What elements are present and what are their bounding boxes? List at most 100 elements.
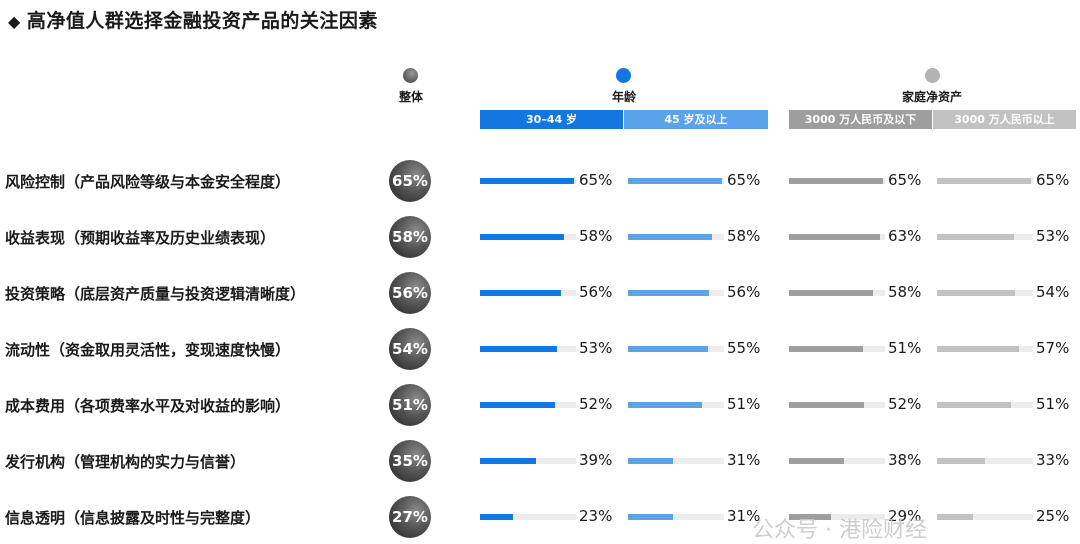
data-label: 25% xyxy=(1036,507,1070,525)
bar xyxy=(480,514,513,520)
category-label: 投资策略（底层资产质量与投资逻辑清晰度） xyxy=(5,285,306,303)
overall-value-circle: 51% xyxy=(389,384,431,426)
bar-track xyxy=(480,346,576,352)
bar-track xyxy=(937,234,1033,240)
bar-track xyxy=(628,234,724,240)
bar xyxy=(789,514,831,520)
bar-track xyxy=(937,514,1033,520)
category-label: 信息透明（信息披露及时性与完整度） xyxy=(5,509,261,527)
bar-track xyxy=(789,458,885,464)
bar xyxy=(628,458,673,464)
overall-value-circle: 65% xyxy=(389,160,431,202)
bar-track xyxy=(937,402,1033,408)
bar xyxy=(628,402,702,408)
data-label: 56% xyxy=(579,283,613,301)
diamond-icon: ◆ xyxy=(8,12,21,31)
band-wealth-low: 3000 万人民币及以下 xyxy=(789,110,932,129)
data-label: 65% xyxy=(1036,171,1070,189)
data-label: 31% xyxy=(727,507,761,525)
bar xyxy=(480,234,564,240)
data-label: 51% xyxy=(1036,395,1070,413)
bar-track xyxy=(628,346,724,352)
data-label: 31% xyxy=(727,451,761,469)
overall-value-circle: 27% xyxy=(389,496,431,538)
bar-track xyxy=(789,402,885,408)
bar xyxy=(937,458,985,464)
category-label: 风险控制（产品风险等级与本金安全程度） xyxy=(5,173,291,191)
bar xyxy=(480,346,557,352)
bar-track xyxy=(628,178,724,184)
wealth-dot-icon xyxy=(925,68,940,83)
overall-value-circle: 58% xyxy=(389,216,431,258)
data-label: 65% xyxy=(888,171,922,189)
page-title: ◆ 高净值人群选择金融投资产品的关注因素 xyxy=(8,6,378,33)
data-label: 29% xyxy=(888,507,922,525)
age-dot-icon xyxy=(616,68,631,83)
data-label: 53% xyxy=(1036,227,1070,245)
bar xyxy=(789,346,863,352)
data-label: 65% xyxy=(727,171,761,189)
bar xyxy=(789,458,844,464)
bar xyxy=(937,234,1014,240)
bar xyxy=(937,514,973,520)
data-label: 65% xyxy=(579,171,613,189)
category-label: 发行机构（管理机构的实力与信誉） xyxy=(5,453,246,471)
bar-track xyxy=(480,458,576,464)
bar-track xyxy=(789,514,885,520)
bar-track xyxy=(937,290,1033,296)
band-age-45-plus: 45 岁及以上 xyxy=(624,110,768,129)
data-label: 55% xyxy=(727,339,761,357)
bar-track xyxy=(480,234,576,240)
bar xyxy=(628,290,709,296)
bar xyxy=(937,290,1015,296)
bar-track xyxy=(480,514,576,520)
data-label: 38% xyxy=(888,451,922,469)
bar xyxy=(628,514,673,520)
data-label: 51% xyxy=(888,339,922,357)
bar-track xyxy=(789,234,885,240)
data-label: 52% xyxy=(579,395,613,413)
bar-track xyxy=(937,458,1033,464)
data-label: 33% xyxy=(1036,451,1070,469)
category-label: 成本费用（各项费率水平及对收益的影响） xyxy=(5,397,291,415)
data-label: 52% xyxy=(888,395,922,413)
watermark: 公众号 · 港险财经 xyxy=(752,518,927,543)
overall-dot-icon xyxy=(403,68,418,83)
bar-track xyxy=(628,514,724,520)
data-label: 53% xyxy=(579,339,613,357)
bar xyxy=(628,234,712,240)
bar-track xyxy=(937,178,1033,184)
category-label: 收益表现（预期收益率及历史业绩表现） xyxy=(5,229,276,247)
data-label: 51% xyxy=(727,395,761,413)
overall-value-circle: 56% xyxy=(389,272,431,314)
bar xyxy=(628,178,722,184)
bar xyxy=(628,346,708,352)
bar-track xyxy=(628,402,724,408)
data-label: 63% xyxy=(888,227,922,245)
bar-track xyxy=(628,290,724,296)
bar xyxy=(480,402,555,408)
title-text: 高净值人群选择金融投资产品的关注因素 xyxy=(26,10,378,32)
data-label: 23% xyxy=(579,507,613,525)
bar-track xyxy=(937,346,1033,352)
data-label: 58% xyxy=(888,283,922,301)
bar-track xyxy=(789,178,885,184)
overall-header: 整体 xyxy=(398,90,423,104)
bar xyxy=(480,290,561,296)
bar-track xyxy=(480,290,576,296)
bar-track xyxy=(480,402,576,408)
data-label: 58% xyxy=(727,227,761,245)
wealth-header: 家庭净资产 xyxy=(901,90,962,104)
bar-track xyxy=(628,458,724,464)
data-label: 58% xyxy=(579,227,613,245)
data-label: 56% xyxy=(727,283,761,301)
bar xyxy=(937,346,1019,352)
bar xyxy=(937,178,1031,184)
bar xyxy=(937,402,1011,408)
overall-value-circle: 35% xyxy=(389,440,431,482)
data-label: 57% xyxy=(1036,339,1070,357)
data-label: 54% xyxy=(1036,283,1070,301)
band-age-30-44: 30–44 岁 xyxy=(480,110,623,129)
bar-track xyxy=(789,290,885,296)
bar xyxy=(480,178,574,184)
